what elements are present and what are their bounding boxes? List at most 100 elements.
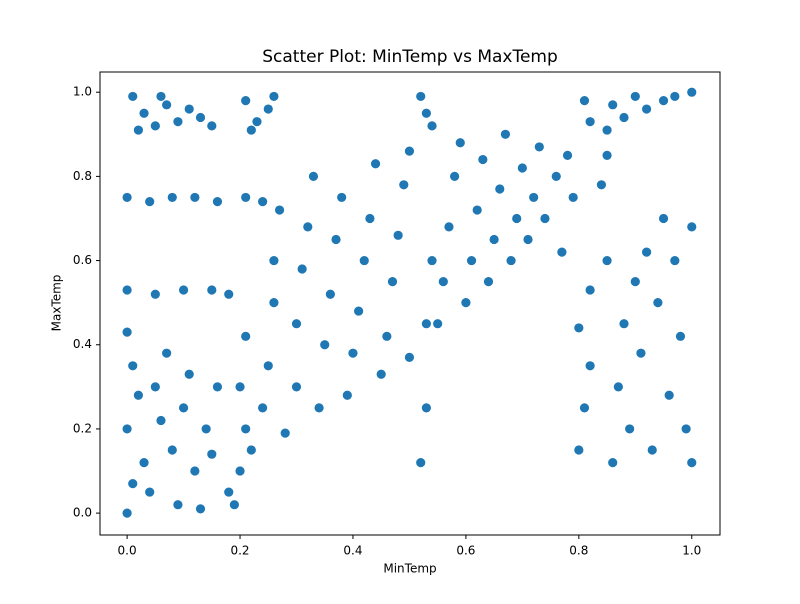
y-tick-label: 0.8 — [73, 169, 92, 183]
point — [641, 103, 652, 115]
point — [257, 402, 269, 414]
point — [223, 486, 235, 498]
point — [420, 318, 432, 330]
point — [206, 284, 218, 296]
point — [392, 229, 404, 241]
x-tick-label: 0.0 — [118, 544, 137, 558]
point — [121, 284, 133, 296]
point — [291, 381, 302, 393]
point — [223, 288, 235, 300]
point — [268, 297, 280, 309]
point — [381, 330, 393, 342]
point — [488, 234, 500, 245]
y-tick-label: 1.0 — [73, 85, 92, 99]
point — [132, 389, 144, 401]
point — [324, 288, 336, 300]
point — [161, 347, 173, 359]
point — [149, 120, 161, 132]
point — [240, 423, 252, 435]
point — [646, 444, 658, 456]
point — [138, 457, 150, 469]
point — [251, 116, 263, 128]
point — [319, 339, 331, 351]
point — [195, 503, 206, 515]
point — [166, 192, 178, 203]
point — [149, 381, 161, 393]
point — [132, 124, 144, 136]
point — [336, 192, 348, 203]
point — [189, 465, 201, 477]
point — [155, 91, 167, 102]
point — [641, 246, 652, 258]
x-tick-label: 0.8 — [569, 544, 588, 558]
point — [573, 444, 585, 456]
point — [121, 326, 133, 338]
y-tick-label: 0.2 — [73, 421, 92, 435]
point — [245, 444, 257, 456]
point — [680, 423, 692, 435]
point — [584, 284, 596, 296]
point — [178, 402, 189, 414]
point — [228, 499, 240, 511]
point — [500, 128, 511, 140]
point — [121, 423, 133, 435]
point — [296, 263, 308, 275]
point — [443, 221, 455, 233]
point — [183, 103, 195, 115]
point — [505, 255, 517, 266]
point — [579, 95, 590, 107]
point — [528, 192, 540, 203]
point — [127, 478, 139, 490]
point — [426, 255, 438, 266]
point — [268, 255, 280, 266]
point — [675, 330, 686, 342]
point — [426, 120, 438, 132]
point — [262, 103, 274, 115]
point — [206, 120, 218, 132]
point — [234, 381, 246, 393]
point — [584, 360, 596, 372]
x-tick-label: 1.0 — [682, 544, 701, 558]
point — [308, 170, 319, 182]
point — [206, 448, 218, 460]
point — [420, 402, 432, 414]
point — [375, 368, 387, 380]
plot-frame — [99, 71, 721, 536]
point — [313, 402, 325, 414]
x-tick-label: 0.6 — [456, 544, 475, 558]
point — [166, 444, 178, 456]
point — [234, 465, 246, 477]
point — [635, 347, 647, 359]
point — [245, 124, 257, 136]
point — [268, 91, 280, 102]
point — [138, 107, 150, 119]
point — [121, 507, 133, 519]
point — [398, 179, 410, 191]
point — [279, 427, 291, 439]
chart-title: Scatter Plot: MinTemp vs MaxTemp — [262, 47, 558, 67]
point — [341, 389, 353, 401]
point — [466, 255, 477, 266]
point — [149, 288, 161, 300]
point — [195, 112, 206, 123]
point — [573, 322, 585, 334]
point — [189, 192, 201, 203]
point — [522, 234, 534, 245]
point — [415, 457, 427, 469]
point — [539, 213, 551, 224]
point — [358, 255, 370, 266]
point — [669, 255, 681, 266]
point — [172, 499, 184, 511]
x-tick-label: 0.4 — [343, 544, 362, 558]
point — [432, 318, 444, 330]
point — [347, 347, 359, 359]
point — [330, 234, 342, 245]
point — [121, 192, 133, 203]
point — [471, 204, 483, 216]
point — [556, 246, 568, 258]
point — [437, 276, 449, 288]
point — [601, 255, 613, 266]
point — [550, 170, 562, 182]
x-tick-label: 0.2 — [230, 544, 249, 558]
